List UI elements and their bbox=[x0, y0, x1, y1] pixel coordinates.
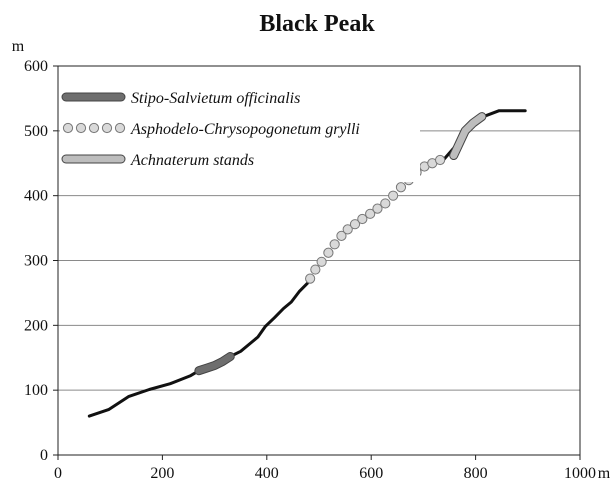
elevation-profile-line bbox=[87, 281, 309, 418]
asphodelo-point bbox=[365, 208, 376, 219]
y-axis-unit-label: m bbox=[12, 38, 25, 55]
axes: 0 100 200 300 400 500 600 0 200 400 600 800 1000 bbox=[24, 58, 596, 482]
asphodelo-point bbox=[388, 190, 399, 201]
x-tick-label: 600 bbox=[359, 465, 383, 482]
asphodelo-point bbox=[323, 247, 334, 258]
y-tick-label: 100 bbox=[24, 382, 48, 399]
x-axis-unit-label: m bbox=[598, 465, 611, 482]
series-layer bbox=[87, 109, 527, 418]
y-tick-label: 600 bbox=[24, 58, 48, 75]
asphodelo-point bbox=[342, 224, 353, 235]
asphodelo-point bbox=[310, 264, 321, 275]
asphodelo-point bbox=[435, 154, 446, 166]
x-tick-label: 0 bbox=[54, 465, 62, 482]
asphodelo-point bbox=[336, 230, 347, 241]
asphodelo-point bbox=[357, 213, 368, 225]
x-tick-label: 1000 bbox=[564, 465, 596, 482]
legend-label: Stipo-Salvietum officinalis bbox=[131, 90, 300, 107]
asphodelo-point bbox=[305, 273, 316, 284]
stipo-salvietum-band bbox=[195, 353, 234, 375]
asphodelo-point bbox=[316, 256, 327, 267]
legend-background bbox=[60, 86, 420, 182]
y-tick-label: 400 bbox=[24, 188, 48, 205]
asphodelo-point bbox=[380, 198, 391, 209]
y-tick-label: 500 bbox=[24, 123, 48, 140]
y-tick-label: 0 bbox=[40, 447, 48, 464]
legend: Stipo-Salvietum officinalis Asphodelo-Chr… bbox=[60, 86, 420, 182]
legend-swatch-circle bbox=[114, 122, 126, 134]
chart-title: Black Peak bbox=[259, 11, 375, 37]
x-tick-label: 400 bbox=[255, 465, 279, 482]
legend-label: Asphodelo-Chrysopogonetum grylli bbox=[130, 121, 360, 138]
legend-label: Achnaterum stands bbox=[130, 152, 254, 169]
x-tick-label: 200 bbox=[150, 465, 174, 482]
legend-swatch-circle bbox=[101, 122, 113, 134]
asphodelo-point bbox=[329, 239, 340, 250]
achnaterum-band bbox=[450, 113, 486, 159]
legend-swatch-circle bbox=[75, 122, 87, 134]
x-tick-label: 800 bbox=[464, 465, 488, 482]
legend-swatch-circle bbox=[88, 122, 100, 134]
asphodelo-point bbox=[349, 219, 361, 230]
asphodelo-point bbox=[372, 203, 383, 214]
legend-swatch-circle bbox=[62, 122, 74, 134]
y-tick-label: 300 bbox=[24, 253, 48, 270]
y-tick-label: 200 bbox=[24, 317, 48, 334]
asphodelo-point bbox=[395, 182, 407, 193]
